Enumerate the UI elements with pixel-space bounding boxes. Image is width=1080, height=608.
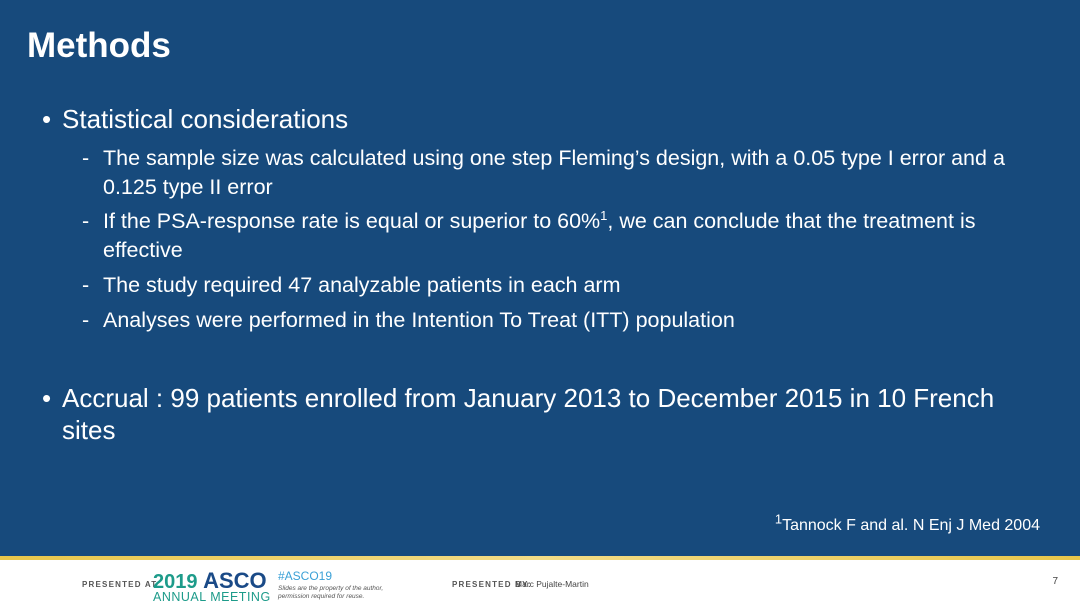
slide: Methods • Statistical considerations - T… bbox=[0, 0, 1080, 556]
footer: PRESENTED AT: 2019 ASCO ANNUAL MEETING #… bbox=[0, 560, 1080, 608]
slide-title: Methods bbox=[27, 26, 171, 65]
bullet-text: Statistical considerations bbox=[62, 104, 349, 134]
bullet-accrual: • Accrual : 99 patients enrolled from Ja… bbox=[42, 382, 1022, 446]
subitem: - If the PSA-response rate is equal or s… bbox=[82, 207, 1022, 265]
accent-divider bbox=[0, 556, 1080, 560]
subitem-text: Analyses were performed in the Intention… bbox=[103, 308, 735, 332]
subitem-text: The study required 47 analyzable patient… bbox=[103, 273, 621, 297]
page-number: 7 bbox=[1052, 576, 1058, 587]
bullet-text: Accrual : 99 patients enrolled from Janu… bbox=[62, 383, 995, 445]
subitem-text: The sample size was calculated using one… bbox=[103, 146, 1005, 199]
bullet-icon: • bbox=[42, 383, 52, 413]
subitem: - Analyses were performed in the Intenti… bbox=[82, 306, 1022, 335]
dash-icon: - bbox=[82, 146, 90, 170]
asco-meeting-label: ANNUAL MEETING bbox=[153, 590, 271, 604]
dash-icon: - bbox=[82, 308, 90, 332]
presented-at-label: PRESENTED AT: bbox=[82, 580, 161, 589]
subitem: - The sample size was calculated using o… bbox=[82, 144, 1022, 202]
subitem-text: If the PSA-response rate is equal or sup… bbox=[103, 207, 976, 262]
reference-footnote: 1Tannock F and al. N Enj J Med 2004 bbox=[774, 511, 1040, 534]
bullet-icon: • bbox=[42, 104, 52, 134]
copyright-note: Slides are the property of the author, pe… bbox=[278, 585, 384, 600]
bullet-statistical: • Statistical considerations bbox=[42, 103, 1022, 135]
dash-icon: - bbox=[82, 209, 90, 233]
hashtag: #ASCO19 bbox=[278, 569, 333, 583]
dash-icon: - bbox=[82, 273, 90, 297]
presented-by-label: PRESENTED BY: bbox=[452, 580, 532, 589]
asco-logo: 2019 ASCO bbox=[153, 568, 267, 593]
subitem: - The study required 47 analyzable patie… bbox=[82, 271, 1022, 300]
presenter-name: Marc Pujalte-Martin bbox=[515, 579, 589, 589]
